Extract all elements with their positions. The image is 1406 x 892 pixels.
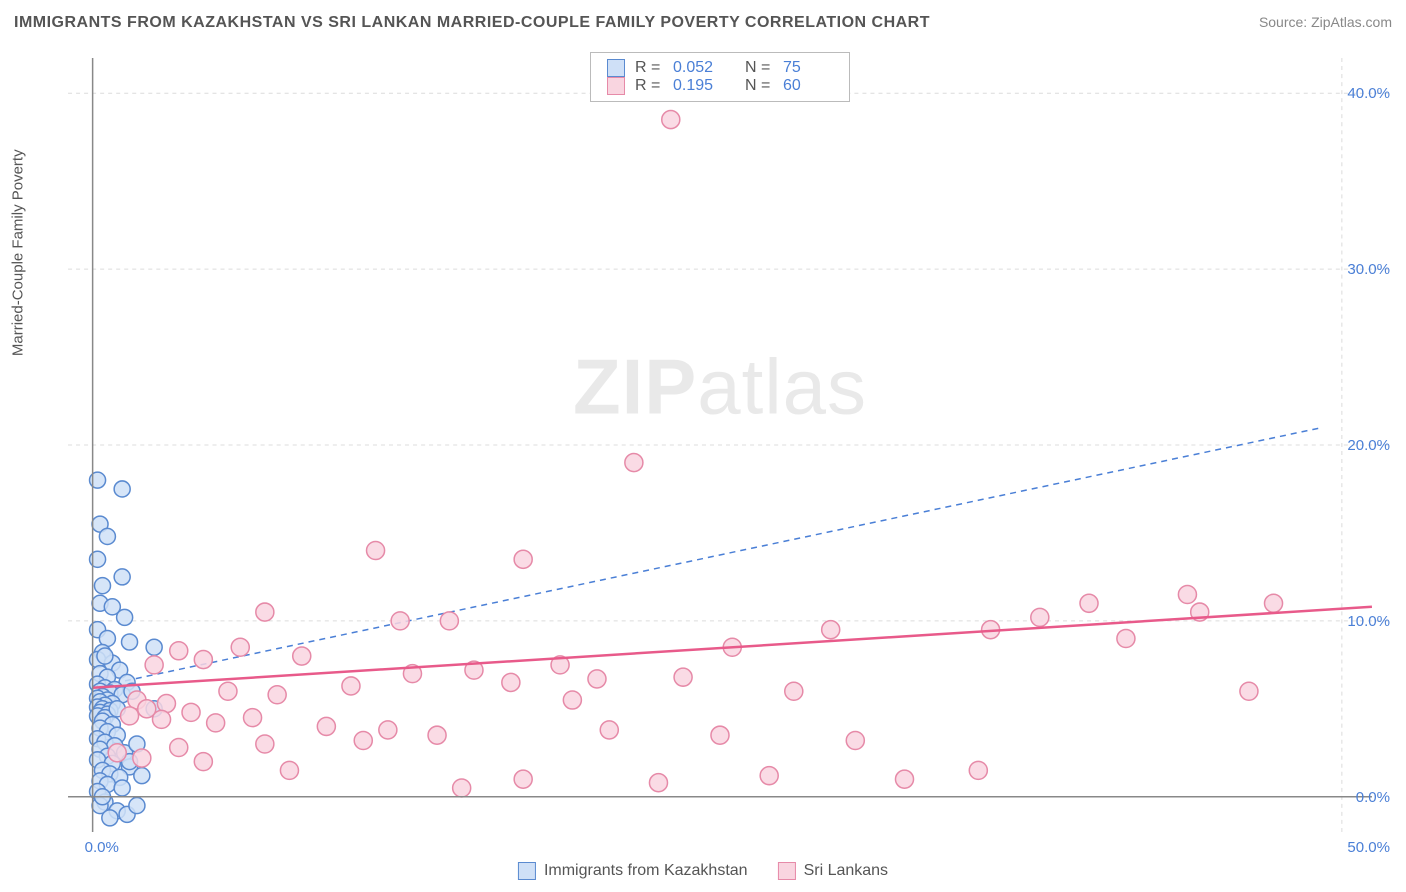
y-tick-label: 30.0%: [1347, 261, 1390, 278]
data-point-pink: [121, 707, 139, 725]
data-point-blue: [97, 648, 113, 664]
n-label: N =: [745, 59, 773, 77]
data-point-blue: [102, 810, 118, 826]
data-point-pink: [145, 656, 163, 674]
data-point-pink: [293, 647, 311, 665]
data-point-pink: [207, 714, 225, 732]
r-label: R =: [635, 59, 663, 77]
y-tick-label: 20.0%: [1347, 437, 1390, 454]
data-point-pink: [170, 642, 188, 660]
series-legend: Immigrants from Kazakhstan Sri Lankans: [518, 862, 888, 880]
data-point-pink: [182, 703, 200, 721]
data-point-blue: [146, 639, 162, 655]
correlation-legend: R = 0.052 N = 75 R = 0.195 N = 60: [590, 52, 850, 102]
legend-item: Immigrants from Kazakhstan: [518, 862, 748, 880]
data-point-pink: [268, 686, 286, 704]
legend-swatch: [607, 59, 625, 77]
data-point-pink: [194, 753, 212, 771]
legend-row: R = 0.052 N = 75: [607, 59, 833, 77]
data-point-pink: [1031, 608, 1049, 626]
data-point-pink: [625, 454, 643, 472]
y-tick-label: 10.0%: [1347, 613, 1390, 630]
source-label: Source: ZipAtlas.com: [1259, 14, 1392, 30]
y-axis-label: Married-Couple Family Poverty: [10, 149, 27, 356]
data-point-pink: [244, 709, 262, 727]
legend-row: R = 0.195 N = 60: [607, 77, 833, 95]
data-point-pink: [895, 770, 913, 788]
data-point-pink: [1080, 594, 1098, 612]
data-point-pink: [969, 761, 987, 779]
data-point-pink: [342, 677, 360, 695]
data-point-pink: [170, 738, 188, 756]
data-point-pink: [711, 726, 729, 744]
data-point-pink: [256, 735, 274, 753]
data-point-pink: [1265, 594, 1283, 612]
data-point-pink: [133, 749, 151, 767]
data-point-pink: [256, 603, 274, 621]
n-value: 60: [783, 77, 833, 95]
y-tick-label: 0.0%: [1356, 789, 1390, 806]
chart-header: IMMIGRANTS FROM KAZAKHSTAN VS SRI LANKAN…: [14, 14, 1392, 32]
data-point-pink: [440, 612, 458, 630]
data-point-pink: [428, 726, 446, 744]
data-point-blue: [134, 768, 150, 784]
data-point-pink: [563, 691, 581, 709]
data-point-pink: [785, 682, 803, 700]
data-point-pink: [108, 744, 126, 762]
x-tick-label: 0.0%: [85, 839, 119, 852]
data-point-pink: [1240, 682, 1258, 700]
data-point-pink: [588, 670, 606, 688]
data-point-blue: [94, 578, 110, 594]
data-point-pink: [354, 731, 372, 749]
data-point-pink: [760, 767, 778, 785]
data-point-pink: [1117, 629, 1135, 647]
legend-label: Sri Lankans: [804, 862, 889, 880]
data-point-pink: [846, 731, 864, 749]
data-point-blue: [114, 481, 130, 497]
legend-swatch: [518, 862, 536, 880]
r-value: 0.052: [673, 59, 723, 77]
legend-item: Sri Lankans: [778, 862, 889, 880]
scatter-plot: 0.0% 10.0% 20.0% 30.0% 40.0% 0.0% 50.0%: [58, 50, 1392, 852]
y-tick-label: 40.0%: [1347, 85, 1390, 102]
data-point-pink: [514, 770, 532, 788]
chart-title: IMMIGRANTS FROM KAZAKHSTAN VS SRI LANKAN…: [14, 14, 930, 32]
data-point-pink: [194, 651, 212, 669]
data-point-pink: [280, 761, 298, 779]
data-point-pink: [391, 612, 409, 630]
data-point-blue: [114, 780, 130, 796]
data-point-pink: [367, 541, 385, 559]
data-point-pink: [1178, 585, 1196, 603]
data-point-pink: [231, 638, 249, 656]
data-point-pink: [600, 721, 618, 739]
data-point-blue: [114, 569, 130, 585]
data-point-pink: [453, 779, 471, 797]
chart-area: Married-Couple Family Poverty ZIPatlas 0…: [48, 50, 1392, 852]
data-point-pink: [822, 621, 840, 639]
data-point-blue: [117, 609, 133, 625]
r-value: 0.195: [673, 77, 723, 95]
x-tick-label: 50.0%: [1347, 839, 1390, 852]
data-point-pink: [674, 668, 692, 686]
data-point-pink: [649, 774, 667, 792]
data-point-pink: [219, 682, 237, 700]
data-point-pink: [662, 111, 680, 129]
data-point-pink: [514, 550, 532, 568]
data-point-pink: [379, 721, 397, 739]
data-point-blue: [129, 798, 145, 814]
legend-swatch: [778, 862, 796, 880]
r-label: R =: [635, 77, 663, 95]
n-value: 75: [783, 59, 833, 77]
legend-swatch: [607, 77, 625, 95]
data-point-blue: [99, 528, 115, 544]
data-point-blue: [122, 634, 138, 650]
data-point-pink: [317, 717, 335, 735]
data-point-pink: [502, 673, 520, 691]
n-label: N =: [745, 77, 773, 95]
data-point-pink: [152, 710, 170, 728]
legend-label: Immigrants from Kazakhstan: [544, 862, 748, 880]
